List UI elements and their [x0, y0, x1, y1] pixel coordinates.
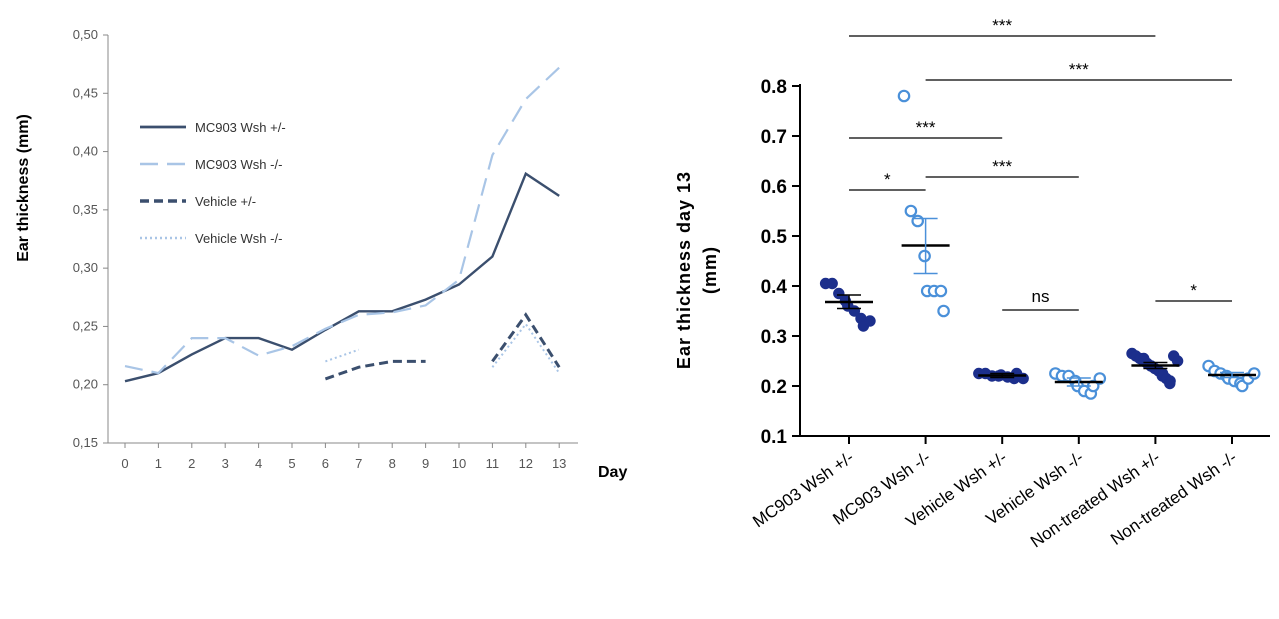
right-y-tick-label: 0.1: [761, 427, 788, 448]
right-y-tick-label: 0.8: [761, 77, 787, 98]
left-x-tick-label: 1: [155, 456, 162, 471]
left-y-tick-label: 0,40: [73, 144, 98, 159]
left-x-axis-label: Day: [598, 464, 627, 481]
significance-label: ***: [916, 118, 936, 137]
right-y-tick-label: 0.7: [761, 127, 787, 148]
data-point: [833, 287, 845, 300]
significance-label: *: [884, 170, 891, 189]
significance-label: ***: [992, 16, 1012, 35]
data-point: [897, 89, 911, 103]
right-y-axis-label-line1: Ear thickness day 13: [674, 171, 694, 369]
data-point: [911, 214, 924, 228]
right-y-axis-label-line2: (mm): [700, 246, 720, 294]
right-y-tick-label: 0.6: [761, 177, 787, 198]
significance-label: ***: [1069, 60, 1089, 79]
significance-label: *: [1190, 281, 1197, 300]
left-x-tick-label: 9: [422, 456, 429, 471]
left-y-tick-label: 0,45: [73, 85, 98, 100]
left-x-tick-label: 6: [322, 456, 329, 471]
data-point: [904, 204, 918, 218]
left-x-tick-label: 11: [486, 456, 500, 471]
legend-label: Vehicle Wsh -/-: [195, 231, 282, 246]
left-x-tick-label: 5: [288, 456, 295, 471]
data-point: [826, 277, 838, 290]
left-y-tick-label: 0,20: [73, 377, 98, 392]
left-x-tick-label: 7: [355, 456, 362, 471]
left-x-tick-label: 8: [389, 456, 396, 471]
data-point: [934, 284, 948, 298]
series-line-2: [324, 359, 426, 381]
left-x-tick-label: 3: [222, 456, 229, 471]
right-y-tick-label: 0.3: [761, 327, 787, 348]
series-line-0: [124, 171, 560, 383]
left-y-tick-label: 0,30: [73, 260, 98, 275]
significance-label: ***: [992, 157, 1012, 176]
left-y-tick-label: 0,50: [73, 27, 98, 42]
series-line-1: [124, 66, 560, 375]
left-y-tick-label: 0,25: [73, 318, 98, 333]
left-y-tick-label: 0,35: [73, 202, 98, 217]
significance-label: ns: [1032, 287, 1050, 306]
right-y-tick-label: 0.2: [761, 377, 787, 398]
legend-label: MC903 Wsh +/-: [195, 120, 286, 135]
left-x-tick-label: 10: [452, 456, 466, 471]
left-x-tick-label: 2: [188, 456, 195, 471]
left-x-tick-label: 12: [519, 456, 533, 471]
right-y-tick-label: 0.5: [761, 227, 788, 248]
left-x-tick-label: 0: [121, 456, 128, 471]
series-line-2: [491, 312, 561, 369]
left-x-tick-label: 4: [255, 456, 262, 471]
data-point: [918, 249, 931, 263]
data-point: [1164, 377, 1176, 390]
category-label: Non-treated Wsh +/-: [1027, 448, 1164, 552]
right-y-tick-label: 0.4: [761, 277, 788, 298]
left-x-tick-label: 13: [552, 456, 566, 471]
left-y-axis-label: Ear thickness (mm): [15, 114, 32, 262]
data-point: [1247, 367, 1261, 380]
series-line-3: [325, 348, 360, 363]
legend-label: Vehicle +/-: [195, 194, 256, 209]
data-point: [864, 315, 876, 327]
left-y-tick-label: 0,15: [73, 435, 98, 450]
legend-label: MC903 Wsh -/-: [195, 157, 282, 172]
category-label: Non-treated Wsh -/-: [1107, 448, 1240, 549]
data-point: [937, 304, 950, 318]
